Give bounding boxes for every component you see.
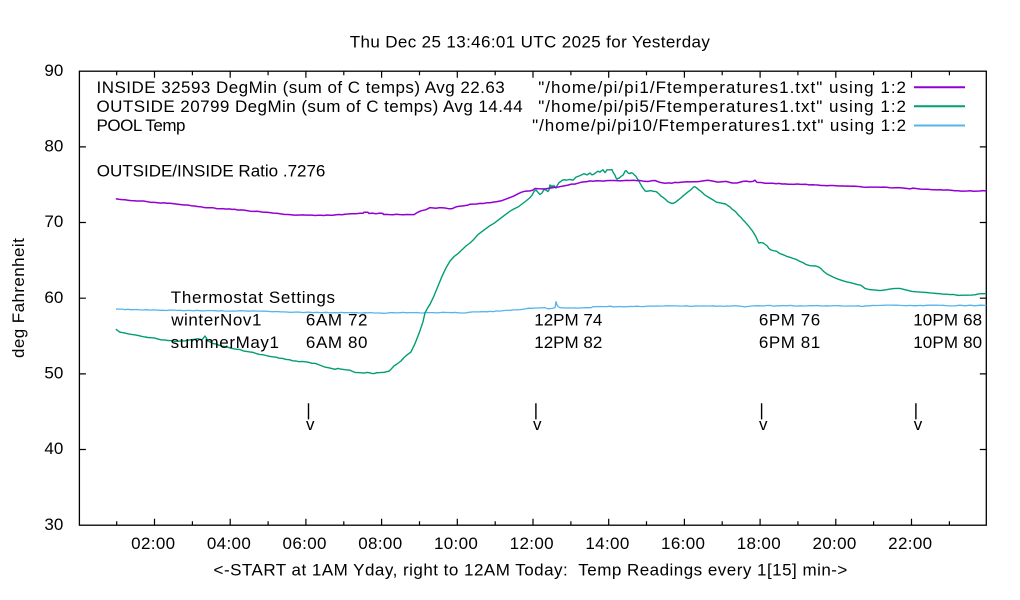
- svg-text:OUTSIDE 20799 DegMin (sum of C: OUTSIDE 20799 DegMin (sum of C temps) Av…: [97, 97, 524, 116]
- svg-text:16:00: 16:00: [661, 534, 705, 553]
- svg-text:18:00: 18:00: [737, 534, 781, 553]
- svg-text:v: v: [306, 415, 315, 434]
- svg-text:6PM 81: 6PM 81: [759, 333, 821, 352]
- svg-text:04:00: 04:00: [207, 534, 251, 553]
- svg-text:10PM 68: 10PM 68: [913, 311, 982, 330]
- svg-text:winterNov1: winterNov1: [170, 311, 262, 330]
- svg-text:70: 70: [44, 212, 63, 231]
- svg-text:"/home/pi/pi5/Ftemperatures1.t: "/home/pi/pi5/Ftemperatures1.txt" using …: [538, 97, 907, 116]
- svg-text:v: v: [759, 415, 768, 434]
- svg-text:80: 80: [44, 136, 63, 155]
- svg-text:10PM 80: 10PM 80: [913, 333, 982, 352]
- svg-text:30: 30: [44, 515, 63, 534]
- svg-text:06:00: 06:00: [283, 534, 327, 553]
- svg-text:90: 90: [44, 61, 63, 80]
- svg-text:Thu Dec 25 13:46:01 UTC 2025 f: Thu Dec 25 13:46:01 UTC 2025 for Yesterd…: [350, 33, 711, 52]
- svg-text:"/home/pi/pi1/Ftemperatures1.t: "/home/pi/pi1/Ftemperatures1.txt" using …: [538, 78, 907, 97]
- svg-text:"/home/pi/pi10/Ftemperatures1.: "/home/pi/pi10/Ftemperatures1.txt" using…: [532, 116, 907, 135]
- svg-text:12:00: 12:00: [510, 534, 554, 553]
- svg-text:OUTSIDE/INSIDE Ratio .7276: OUTSIDE/INSIDE Ratio .7276: [97, 161, 326, 180]
- svg-text:10:00: 10:00: [434, 534, 478, 553]
- svg-text:50: 50: [44, 363, 63, 382]
- svg-text:INSIDE 32593 DegMin (sum of C: INSIDE 32593 DegMin (sum of C temps) Avg…: [97, 78, 506, 97]
- svg-text:14:00: 14:00: [585, 534, 629, 553]
- svg-text:<-START at 1AM Yday, right to: <-START at 1AM Yday, right to 12AM Today…: [214, 560, 848, 579]
- svg-text:6AM 72: 6AM 72: [306, 311, 368, 330]
- svg-text:v: v: [914, 415, 923, 434]
- svg-text:6AM 80: 6AM 80: [306, 333, 368, 352]
- svg-text:12PM 74: 12PM 74: [534, 311, 602, 330]
- svg-text:22:00: 22:00: [888, 534, 932, 553]
- svg-text:02:00: 02:00: [131, 534, 175, 553]
- svg-text:40: 40: [44, 439, 63, 458]
- svg-text:deg Fahrenheit: deg Fahrenheit: [9, 238, 28, 358]
- svg-text:12PM 82: 12PM 82: [534, 333, 602, 352]
- svg-text:08:00: 08:00: [358, 534, 402, 553]
- svg-text:POOL Temp: POOL Temp: [97, 116, 186, 135]
- svg-text:60: 60: [44, 288, 63, 307]
- svg-text:v: v: [533, 415, 542, 434]
- svg-text:summerMay1: summerMay1: [171, 333, 280, 352]
- svg-text:6PM 76: 6PM 76: [759, 311, 821, 330]
- svg-text:Thermostat Settings: Thermostat Settings: [171, 288, 336, 307]
- svg-text:20:00: 20:00: [812, 534, 856, 553]
